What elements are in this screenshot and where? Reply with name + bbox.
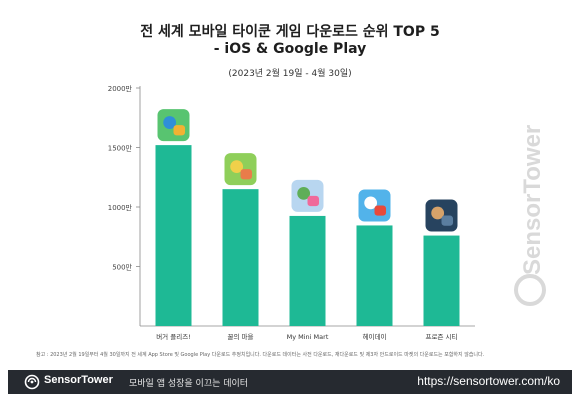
app-icons — [157, 109, 458, 232]
x-tick-label: 꿀의 마을 — [228, 332, 254, 341]
bar — [222, 189, 259, 326]
footer-url[interactable]: https://sensortower.com/ko — [417, 374, 560, 388]
chart-title: 전 세계 모바일 타이쿤 게임 다운로드 순위 TOP 5 — [140, 24, 440, 40]
bar — [289, 215, 326, 326]
x-tick-label: 프로즌 시티 — [426, 332, 458, 341]
footer-brand: SensorTower — [44, 374, 113, 386]
watermark-text: SensorTower — [519, 125, 546, 275]
chart-subtitle: (2023년 2월 19일 - 4월 30일) — [228, 69, 352, 79]
bars — [155, 145, 460, 326]
x-tick-label: 헤이데이 — [363, 332, 387, 341]
x-axis-labels: 버거 플리즈! 꿀의 마을 My Mini Mart 헤이데이 프로즌 시티 — [156, 332, 457, 341]
chart-title-subline: - iOS & Google Play — [213, 41, 367, 57]
bar — [423, 235, 460, 326]
y-tick-label: 500만 — [112, 263, 132, 272]
my-mini-mart-app-icon — [291, 179, 324, 212]
sensortower-watermark: SensorTower — [510, 110, 550, 310]
burger-please-app-icon — [157, 109, 190, 142]
y-tick-label: 1000만 — [108, 203, 133, 212]
chart-footnote: 참고 : 2023년 2월 19일부터 4월 30일까지 전 세계 App St… — [36, 352, 485, 358]
bar — [356, 225, 393, 326]
bar — [155, 145, 192, 326]
hay-day-app-icon — [358, 189, 391, 222]
frozen-city-app-icon — [425, 199, 458, 232]
y-tick-label: 1500만 — [108, 144, 133, 153]
sensortower-logo-icon — [24, 374, 40, 390]
y-tick-label: 2000만 — [108, 84, 133, 93]
x-tick-label: 버거 플리즈! — [156, 332, 191, 341]
honey-village-app-icon — [224, 153, 257, 186]
x-tick-label: My Mini Mart — [287, 333, 329, 341]
footer-tagline: 모바일 앱 성장을 이끄는 데이터 — [129, 379, 249, 389]
footer-bar: SensorTower 모바일 앱 성장을 이끄는 데이터 https://se… — [8, 370, 572, 394]
